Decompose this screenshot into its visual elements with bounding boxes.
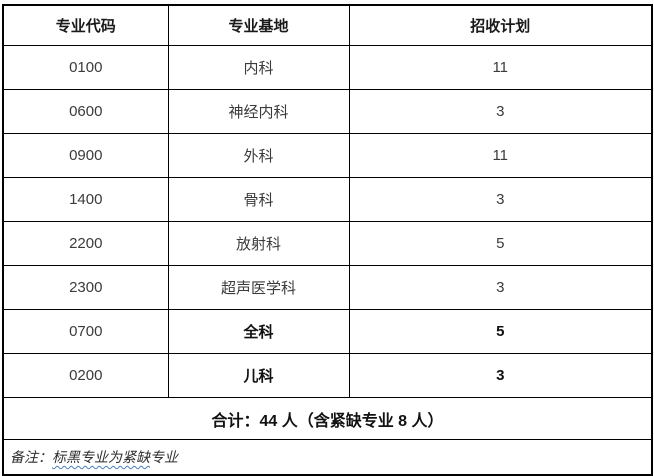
footnote-prefix: 备注：	[10, 451, 52, 466]
table-header: 专业代码 专业基地 招收计划	[2, 4, 653, 46]
footnote-underlined-text: 标黑专业为紧缺	[52, 451, 150, 466]
major-code-cell: 0900	[2, 133, 169, 178]
major-base-cell: 儿科	[167, 353, 350, 398]
major-code-cell: 0200	[2, 353, 169, 398]
major-code-cell: 2300	[2, 265, 169, 310]
recruit-plan-cell: 3	[348, 89, 653, 134]
table-row: 2200 放射科 5	[2, 221, 653, 266]
major-code-cell: 1400	[2, 177, 169, 222]
footnote-cell: 备注：标黑专业为紧缺专业	[2, 439, 653, 476]
recruit-plan-cell: 5	[348, 309, 653, 354]
major-base-cell: 神经内科	[167, 89, 350, 134]
footnote-tail: 专业	[150, 451, 178, 466]
table-body: 0100 内科 11 0600 神经内科 3 0900 外科 11 1400 骨…	[2, 45, 653, 476]
table-row: 0100 内科 11	[2, 45, 653, 90]
major-code-cell: 0700	[2, 309, 169, 354]
major-code-cell: 2200	[2, 221, 169, 266]
col-header-major-code: 专业代码	[2, 4, 169, 46]
table-row: 1400 骨科 3	[2, 177, 653, 222]
recruit-plan-cell: 11	[348, 133, 653, 178]
total-row: 合计：44 人（含紧缺专业 8 人）	[2, 397, 653, 440]
col-header-recruit-plan: 招收计划	[348, 4, 653, 46]
recruitment-plan-table-container: 专业代码 专业基地 招收计划 0100 内科 11 0600 神经内科 3 09…	[2, 4, 653, 476]
header-row: 专业代码 专业基地 招收计划	[2, 4, 653, 46]
major-base-cell: 骨科	[167, 177, 350, 222]
recruit-plan-cell: 5	[348, 221, 653, 266]
recruit-plan-cell: 11	[348, 45, 653, 90]
major-base-cell: 全科	[167, 309, 350, 354]
col-header-major-base: 专业基地	[167, 4, 350, 46]
major-base-cell: 放射科	[167, 221, 350, 266]
recruit-plan-cell: 3	[348, 353, 653, 398]
major-base-cell: 超声医学科	[167, 265, 350, 310]
table-row: 2300 超声医学科 3	[2, 265, 653, 310]
table-row: 0600 神经内科 3	[2, 89, 653, 134]
recruitment-plan-table: 专业代码 专业基地 招收计划 0100 内科 11 0600 神经内科 3 09…	[2, 4, 653, 476]
total-label: 合计：44 人（含紧缺专业 8 人）	[2, 397, 653, 440]
recruit-plan-cell: 3	[348, 177, 653, 222]
major-code-cell: 0600	[2, 89, 169, 134]
major-base-cell: 内科	[167, 45, 350, 90]
footnote-row: 备注：标黑专业为紧缺专业	[2, 439, 653, 476]
major-base-cell: 外科	[167, 133, 350, 178]
table-row-shortage-major: 0200 儿科 3	[2, 353, 653, 398]
table-row: 0900 外科 11	[2, 133, 653, 178]
recruit-plan-cell: 3	[348, 265, 653, 310]
table-row-shortage-major: 0700 全科 5	[2, 309, 653, 354]
major-code-cell: 0100	[2, 45, 169, 90]
